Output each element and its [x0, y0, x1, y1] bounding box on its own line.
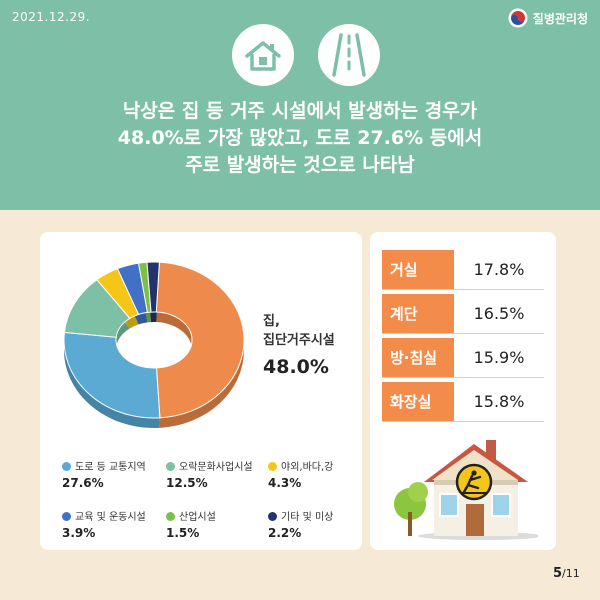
room-label: 거실 [382, 250, 454, 289]
legend-item-industrial: 산업시설 1.5% [166, 508, 216, 540]
home-label-line-1: 집, [263, 314, 280, 329]
legend-value: 27.6% [62, 476, 104, 490]
legend-item-outdoor: 야외,바다,강 4.3% [268, 458, 333, 490]
table-row: 방·침실 15.9% [382, 338, 544, 378]
page-indicator: 5/11 [553, 566, 580, 581]
legend-value: 2.2% [268, 526, 302, 540]
legend-value: 4.3% [268, 476, 302, 490]
legend-label: 야외,바다,강 [281, 462, 334, 473]
road-icon [318, 24, 380, 86]
legend-item-leisure: 오락문화사업시설 12.5% [166, 458, 253, 490]
home-label-line-2: 집단거주시설 [263, 333, 335, 348]
home-category-label: 집, 집단거주시설 [263, 312, 335, 350]
slice-road [63, 331, 161, 419]
legend-value: 12.5% [166, 476, 208, 490]
room-percent: 16.5% [473, 304, 525, 323]
legend-label: 기타 및 미상 [281, 512, 334, 523]
donut-chart [63, 261, 245, 428]
legend-value: 1.5% [166, 526, 200, 540]
headline-line-3: 주로 발생하는 것으로 나타남 [185, 154, 415, 176]
legend-item-education: 교육 및 운동시설 3.9% [62, 508, 146, 540]
scallop-edge [0, 200, 600, 206]
headline: 낙상은 집 등 거주 시설에서 발생하는 경우가 48.0%로 가장 많았고, … [40, 98, 560, 179]
legend-dot [268, 462, 277, 471]
legend-item-road: 도로 등 교통지역 27.6% [62, 458, 146, 490]
legend-label: 교육 및 운동시설 [75, 512, 146, 523]
home-breakdown-card: 거실 17.8% 계단 16.5% 방·침실 15.9% 화장실 15.8% [370, 232, 556, 550]
chart-card: 집, 집단거주시설 48.0% 도로 등 교통지역 27.6% 오락문화사업시설… [40, 232, 362, 550]
legend-dot [166, 462, 175, 471]
legend-value: 3.9% [62, 526, 96, 540]
legend-label: 산업시설 [179, 512, 216, 523]
header-icons [232, 24, 380, 86]
legend-dot [268, 512, 277, 521]
legend-dot [62, 512, 71, 521]
headline-line-2: 48.0%로 가장 많았고, 도로 27.6% 등에서 [117, 127, 483, 149]
legend-label: 오락문화사업시설 [179, 462, 253, 473]
room-percent: 15.9% [473, 348, 525, 367]
government-emblem-icon [508, 8, 528, 28]
home-category-value: 48.0% [263, 356, 329, 378]
room-label: 방·침실 [382, 338, 454, 377]
legend-label: 도로 등 교통지역 [75, 462, 146, 473]
room-percent: 17.8% [473, 260, 525, 279]
legend-item-other: 기타 및 미상 2.2% [268, 508, 333, 540]
room-label: 화장실 [382, 382, 454, 421]
page-current: 5 [553, 566, 563, 581]
agency-brand: 질병관리청 [508, 8, 588, 28]
room-label: 계단 [382, 294, 454, 333]
date-text: 2021.12.29. [12, 10, 91, 24]
slice-home [155, 261, 245, 419]
page-total: /11 [562, 567, 580, 580]
table-row: 화장실 15.8% [382, 382, 544, 422]
house-fall-warning-illustration [394, 440, 538, 540]
home-location-table: 거실 17.8% 계단 16.5% 방·침실 15.9% 화장실 15.8% [382, 250, 544, 426]
legend-dot [62, 462, 71, 471]
room-percent: 15.8% [473, 392, 525, 411]
header-band [0, 0, 600, 210]
table-row: 계단 16.5% [382, 294, 544, 334]
house-icon [232, 24, 294, 86]
legend-dot [166, 512, 175, 521]
headline-line-1: 낙상은 집 등 거주 시설에서 발생하는 경우가 [122, 100, 478, 122]
agency-name: 질병관리청 [532, 11, 588, 26]
table-row: 거실 17.8% [382, 250, 544, 290]
slice-other [146, 261, 160, 313]
